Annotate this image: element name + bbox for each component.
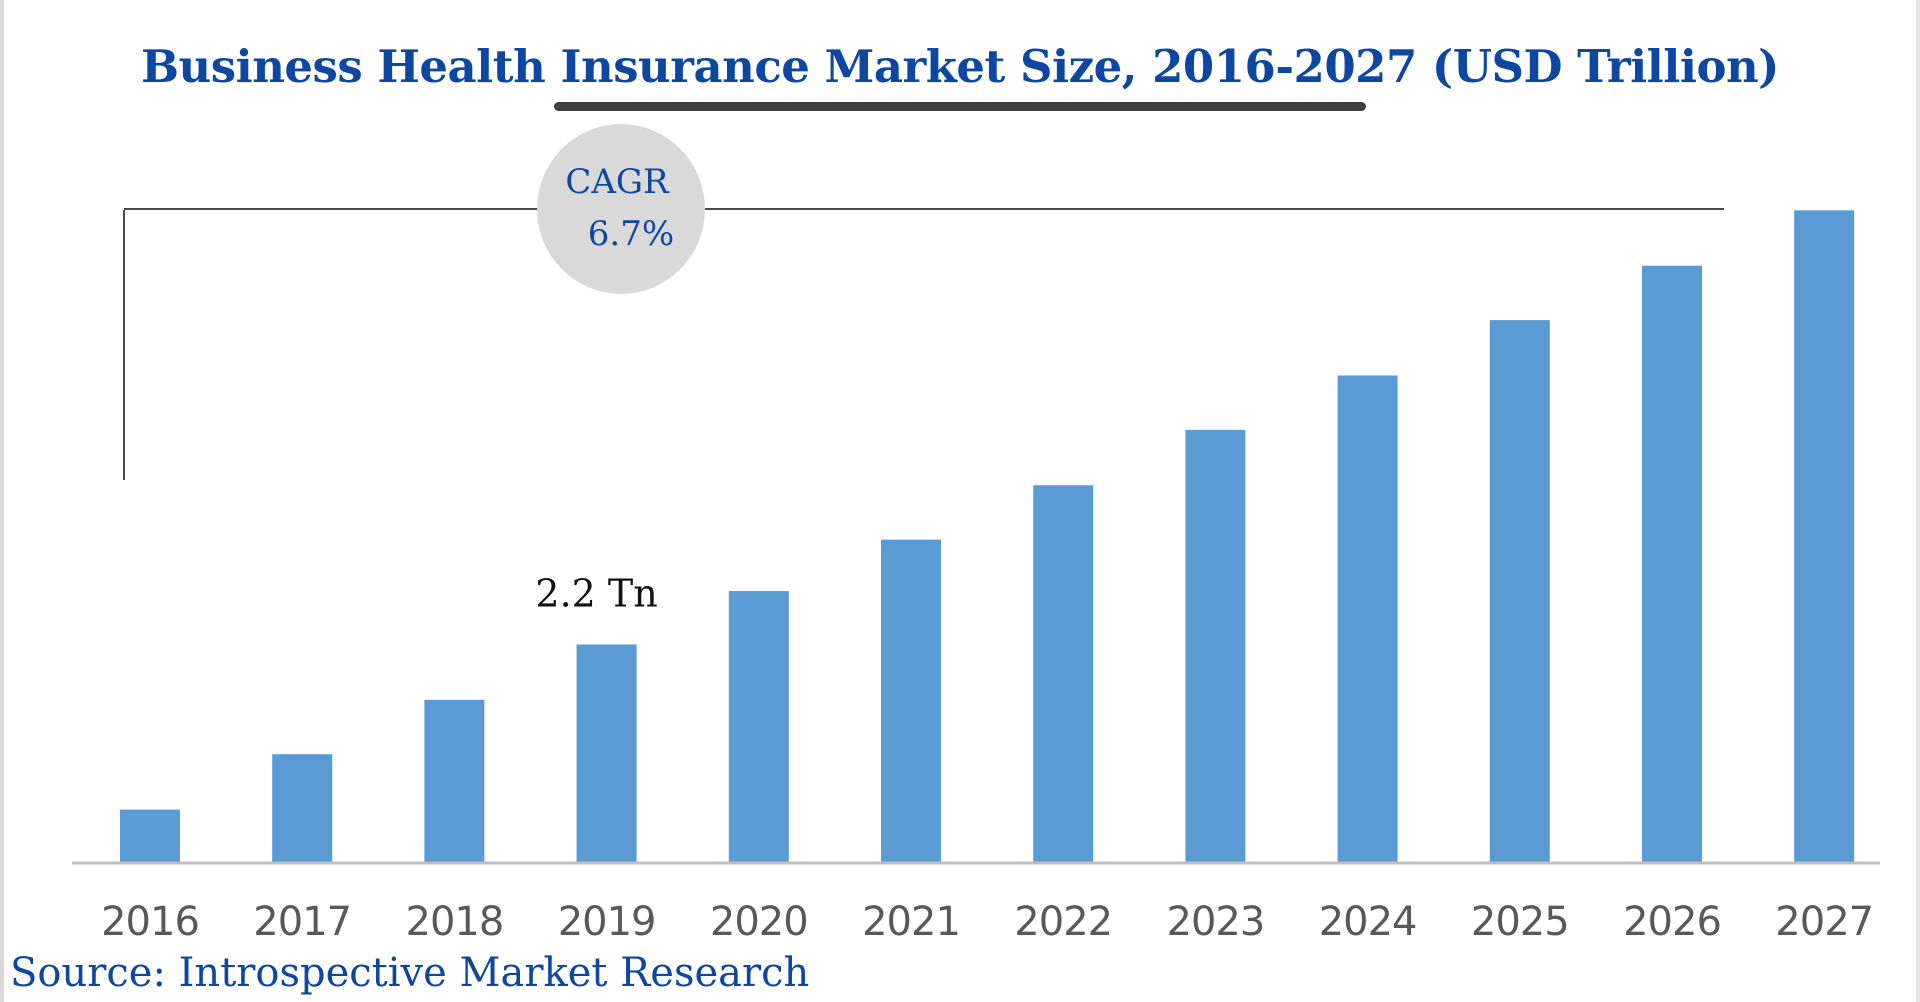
bar-2021	[881, 539, 941, 862]
cagr-bubble: CAGR 6.7%	[537, 124, 705, 294]
data-label-2019: 2.2 Tn	[535, 571, 657, 615]
bars-group	[120, 210, 1855, 863]
x-tick-2021: 2021	[862, 899, 960, 945]
x-tick-2018: 2018	[406, 899, 504, 945]
bar-2022	[1033, 485, 1094, 862]
x-tick-2026: 2026	[1623, 899, 1721, 945]
cagr-bracket-vertical	[123, 210, 125, 480]
x-tick-2019: 2019	[558, 899, 656, 945]
title-underline	[554, 102, 1366, 111]
x-tick-2023: 2023	[1167, 899, 1265, 945]
x-tick-2022: 2022	[1014, 899, 1112, 945]
bar-2023	[1185, 429, 1246, 862]
x-tick-2024: 2024	[1319, 899, 1417, 945]
cagr-label: CAGR	[565, 162, 669, 202]
right-border	[1916, 0, 1920, 1002]
x-tick-2017: 2017	[253, 899, 351, 945]
chart-title: Business Health Insurance Market Size, 2…	[141, 40, 1779, 93]
x-tick-2020: 2020	[710, 899, 808, 945]
left-border	[0, 0, 4, 1002]
x-tick-labels: 2016 2017 2018 2019 2020 2021 2022 2023 2024 2025…	[101, 899, 1874, 945]
x-tick-2027: 2027	[1775, 899, 1873, 945]
bar-2024	[1337, 375, 1398, 862]
bar-2019	[576, 644, 637, 862]
bar-2017	[272, 754, 333, 862]
bar-2026	[1642, 265, 1702, 862]
source-note: Source: Introspective Market Research	[10, 950, 810, 996]
x-tick-2025: 2025	[1471, 899, 1569, 945]
bar-2025	[1489, 320, 1550, 863]
bar-2018	[424, 699, 485, 862]
bar-2020	[728, 591, 789, 862]
annotations: 2.2 Tn	[535, 571, 657, 615]
bar-2016	[120, 809, 180, 862]
bar-2027	[1794, 210, 1855, 863]
x-tick-2016: 2016	[101, 899, 199, 945]
cagr-bracket-horizontal	[124, 208, 1724, 210]
cagr-value: 6.7%	[587, 214, 675, 254]
